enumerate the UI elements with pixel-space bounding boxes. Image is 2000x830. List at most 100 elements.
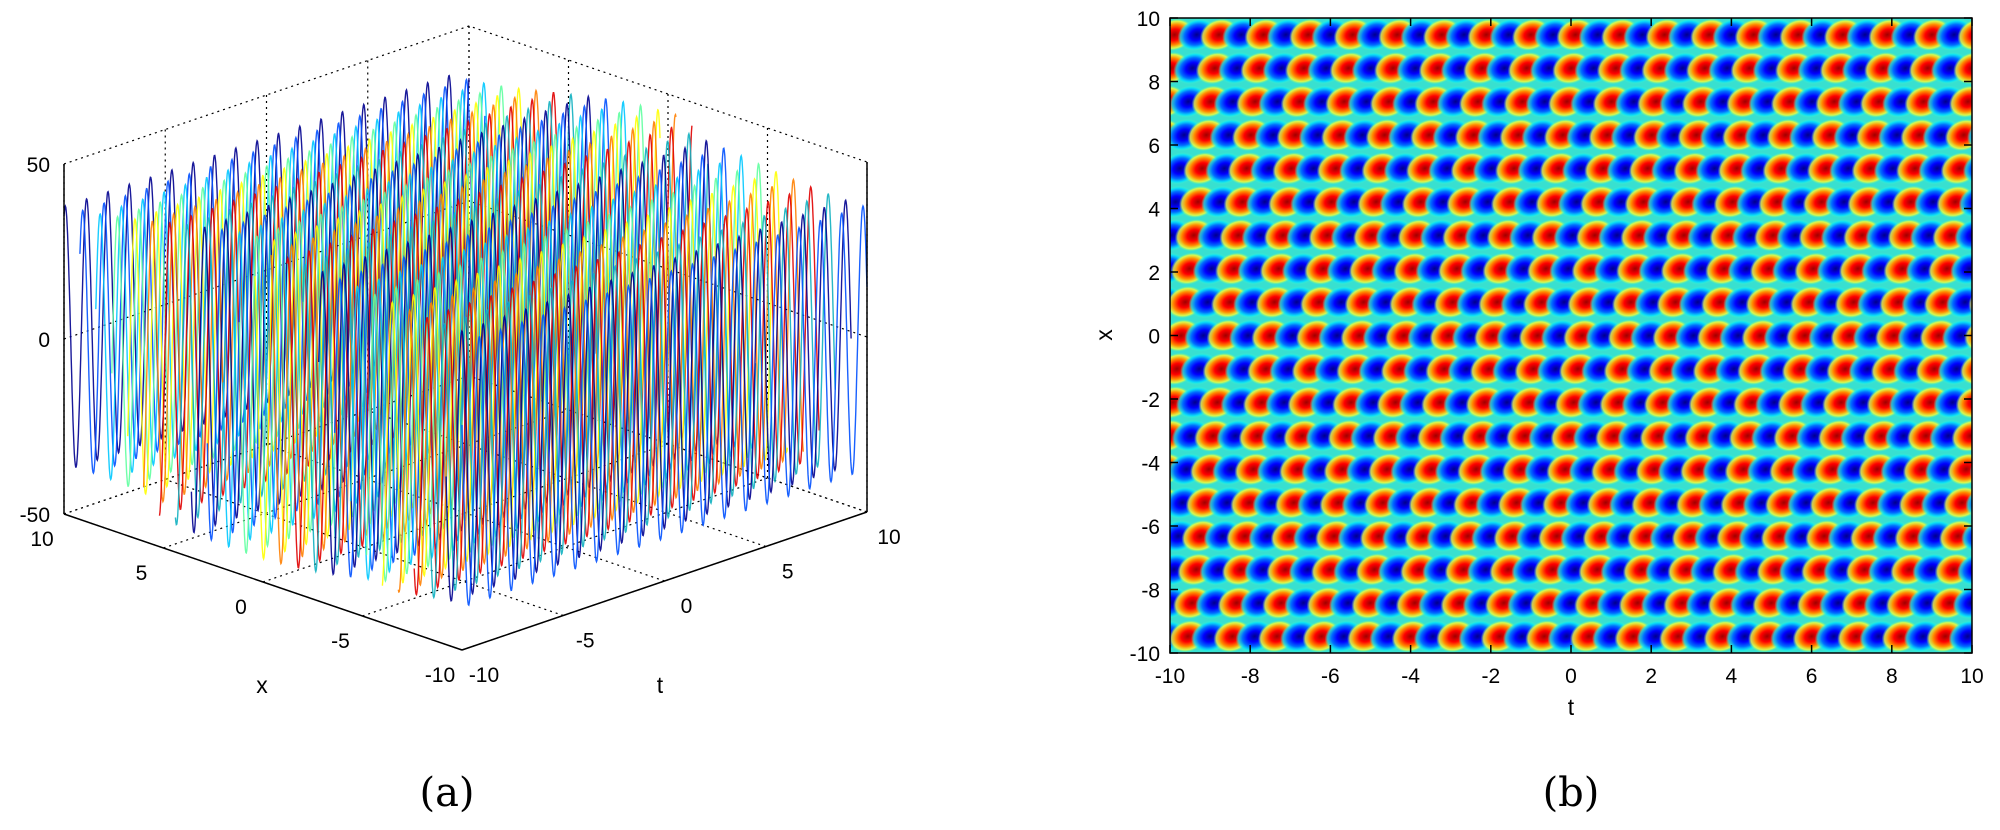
- b-heatmap-cell: [1824, 682, 1872, 725]
- b-heatmap-cell: [1490, 682, 1538, 725]
- a-mesh-surface: [63, 74, 868, 607]
- b-caption: (b): [1543, 770, 1600, 816]
- b-heatmap-cell: [1992, 581, 2000, 624]
- b-heatmap-cell: [1983, 481, 2000, 524]
- b-heatmap-cell: [1961, 519, 1972, 553]
- b-heatmap-cell: [1868, 682, 1916, 725]
- b-heatmap-cell: [1973, 381, 2000, 424]
- b-heatmap-cell: [1948, 620, 1972, 653]
- b-heatmap-cell: [1048, 648, 1096, 691]
- b-heatmap-cell: [1802, 682, 1850, 725]
- b-heatmap-cell: [1579, 682, 1627, 725]
- b-heatmap-cell: [1995, 381, 2000, 424]
- b-heatmap-cell: [1935, 682, 1983, 725]
- a-t-tick-label: 5: [782, 561, 794, 584]
- b-heatmap-cell: [1993, 47, 2000, 90]
- b-heatmap-cell: [1735, 682, 1783, 725]
- b-heatmap-cell: [1096, 448, 1144, 491]
- b-y-axis-label: x: [1091, 329, 1117, 341]
- a-x-tick-label: -10: [425, 664, 455, 687]
- b-heatmap-cell: [1082, 381, 1130, 424]
- b-x-tick-label: 6: [1806, 665, 1818, 688]
- b-y-tick-label: 2: [1148, 262, 1160, 285]
- b-heatmap-cell: [1954, 219, 1972, 252]
- b-heatmap-cell: [1846, 682, 1894, 725]
- b-x-tick-labels: -10 -8 -6 -4 -2 0 2 4 6 8 10: [1155, 18, 1984, 688]
- a-mesh-line: [461, 204, 868, 607]
- b-x-tick-label: 8: [1886, 665, 1898, 688]
- b-heatmap-cell: [1245, 682, 1293, 725]
- b-heatmap-cell: [1034, 581, 1082, 624]
- b-heatmap-cell: [1975, 13, 2000, 56]
- b-heatmap-cell: [1069, 481, 1117, 524]
- b-heatmap-cell: [1974, 548, 2000, 591]
- b-heatmap-cell: [1108, 347, 1156, 390]
- b-heatmap-cell: [1057, 581, 1105, 624]
- b-heatmap-cell: [1690, 682, 1738, 725]
- b-heatmap-cell: [1980, 682, 2000, 725]
- b-heatmap-cell: [1087, 514, 1135, 557]
- b-heatmap-cell: [1958, 185, 1972, 218]
- b-heatmap-cell: [1060, 381, 1108, 424]
- b-heatmap-cell: [1946, 286, 1972, 319]
- b-heatmap-cell: [1053, 615, 1101, 658]
- b-heatmap-cell: [1271, 648, 1319, 691]
- b-x-tick-label: 2: [1645, 665, 1657, 688]
- b-heatmap-cell: [1623, 682, 1671, 725]
- b-heatmap-cell: [1100, 414, 1148, 457]
- b-y-tick-label: -6: [1141, 516, 1160, 539]
- b-heatmap-cell: [1556, 682, 1604, 725]
- b-heatmap-cell: [1120, 80, 1168, 123]
- a-x-tick-label: -5: [331, 630, 350, 653]
- b-heatmap-cell: [1739, 648, 1787, 691]
- a-z-tick-label: 0: [38, 329, 50, 352]
- b-heatmap-cell: [1311, 682, 1359, 725]
- b-heatmap-cell: [1971, 47, 2000, 90]
- b-heatmap-cell: [1986, 280, 2000, 323]
- a-t-tick-label: -10: [469, 664, 499, 687]
- b-x-axis-label: t: [1568, 694, 1575, 720]
- b-y-tick-label: -10: [1130, 643, 1160, 666]
- b-heatmap-cell: [1516, 648, 1564, 691]
- b-heatmap-cell: [1972, 214, 2000, 257]
- b-x-tick-label: 4: [1726, 665, 1738, 688]
- b-y-tick-label: -8: [1141, 580, 1160, 603]
- b-heatmap-cell: [1081, 214, 1129, 257]
- a-grid-line: [165, 478, 564, 617]
- b-heatmap-cell: [1338, 648, 1386, 691]
- b-heatmap-cell: [1984, 648, 2000, 691]
- b-heatmap-cell: [1401, 682, 1449, 725]
- b-heatmap-cell: [1079, 581, 1127, 624]
- b-y-tick-label: 10: [1137, 8, 1160, 31]
- a-t-tick-label: 0: [681, 595, 693, 618]
- b-heatmap-cell: [1026, 648, 1074, 691]
- b-heatmap-cell: [1672, 648, 1720, 691]
- b-heatmap-cell: [1378, 682, 1426, 725]
- b-heatmap-cell: [1334, 682, 1382, 725]
- b-heatmap-cell: [1979, 514, 2000, 557]
- b-heatmap-cell: [1085, 180, 1133, 223]
- b-heatmap-cell: [1989, 80, 2000, 123]
- b-heatmap-cell: [1039, 548, 1087, 591]
- b-heatmap-cell: [1445, 682, 1493, 725]
- b-heatmap-cell: [1950, 252, 1972, 285]
- b-heatmap-cell: [1103, 214, 1151, 257]
- b-x-tick-label: 10: [1960, 665, 1983, 688]
- b-heatmap-cell: [1650, 648, 1698, 691]
- b-heatmap-cell: [1222, 682, 1270, 725]
- b-heatmap-cell: [1494, 648, 1542, 691]
- b-heatmap-cell: [1994, 214, 2000, 257]
- b-heatmap-cell: [1093, 113, 1141, 156]
- b-heatmap-cell: [1947, 453, 1972, 486]
- b-heatmap-cell: [1182, 648, 1230, 691]
- b-heatmap-cell: [1092, 481, 1140, 524]
- b-heatmap-cell: [1289, 682, 1337, 725]
- b-heatmap-cell: [1981, 314, 2000, 357]
- a-t-tick-label: -5: [576, 630, 595, 653]
- b-heatmap-cell: [1779, 682, 1827, 725]
- b-heatmap-cell: [1980, 147, 2000, 190]
- b-heatmap-cell: [1953, 52, 1972, 85]
- a-t-tick-labels: -10 -5 0 5 10: [469, 526, 901, 687]
